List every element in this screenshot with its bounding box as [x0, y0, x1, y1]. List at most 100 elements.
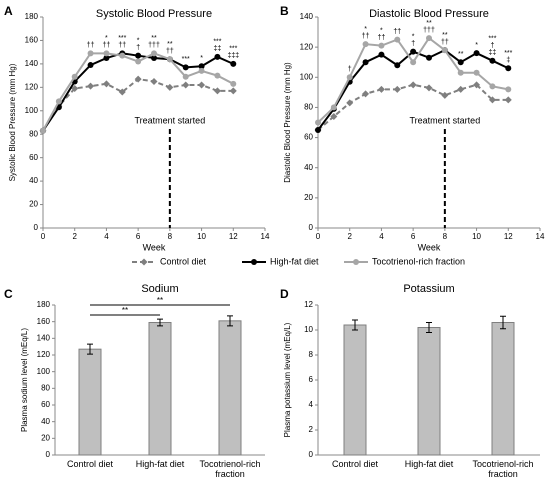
x-tick-label-box: Tocotrienol-rich fraction [472, 459, 534, 479]
bar [218, 320, 242, 456]
data-point [377, 85, 385, 93]
x-tick-label-box: Control diet [67, 459, 113, 469]
data-point [118, 88, 126, 96]
significance-label: † [348, 66, 352, 73]
data-point [488, 96, 496, 104]
y-tick-label: 0 [34, 223, 39, 232]
data-point [214, 72, 221, 79]
data-point [198, 63, 205, 70]
significance-label: *** [229, 46, 237, 53]
significance-label: * [137, 38, 140, 45]
x-tick-label: 2 [347, 232, 352, 241]
x-axis-label: Week [418, 242, 441, 252]
bar [343, 324, 367, 456]
x-tick-label: Tocotrienol-rich fraction [199, 459, 261, 479]
x-tick-label: 4 [379, 232, 384, 241]
significance-label: †† [166, 48, 174, 55]
y-axis-label: Plasma sodium level (mEq/L) [20, 328, 29, 432]
error-bar [426, 322, 432, 333]
panel-letter: B [280, 4, 289, 18]
data-point [102, 80, 110, 88]
data-point [166, 56, 173, 63]
data-point [489, 57, 496, 64]
chart-title: Potassium [403, 283, 454, 295]
data-point [378, 51, 385, 58]
data-point [198, 67, 205, 74]
error-bar [157, 318, 163, 327]
significance-label: * [200, 55, 203, 62]
x-tick-label: 12 [229, 232, 238, 241]
data-point [150, 77, 158, 85]
y-tick-label: 120 [37, 350, 51, 359]
data-point [182, 73, 189, 80]
data-point [410, 48, 417, 55]
legend-label: High-fat diet [270, 256, 319, 266]
bar [417, 327, 441, 456]
significance-label: ‡ [506, 57, 510, 64]
data-point [473, 81, 481, 89]
legend-label: Tocotrienol-rich fraction [372, 256, 465, 266]
x-tick-label: High-fat diet [135, 459, 185, 469]
x-tick-label: 14 [536, 232, 545, 241]
error-bar [87, 343, 93, 355]
significance-label: ** [458, 51, 464, 58]
x-tick-label: 8 [168, 232, 173, 241]
data-point [103, 55, 110, 62]
data-point [198, 81, 206, 89]
y-tick-label: 8 [309, 350, 314, 359]
significance-label: * [105, 35, 108, 42]
legend-marker [251, 259, 257, 265]
legend-label: Control diet [160, 256, 207, 266]
data-point [410, 59, 417, 66]
y-tick-label: 80 [41, 383, 50, 392]
data-point [330, 112, 338, 120]
panel-letter: A [4, 4, 13, 18]
significance-label: * [475, 42, 478, 49]
comparison-label: ** [122, 306, 128, 315]
y-tick-label: 0 [46, 450, 51, 459]
data-point [457, 85, 465, 93]
y-tick-label: 0 [309, 223, 314, 232]
y-tick-label: 140 [300, 12, 314, 21]
data-point [134, 75, 142, 83]
y-axis-label: Diastolic Blood Pressure (mm Hg) [283, 62, 292, 183]
data-point [315, 127, 321, 134]
data-point [230, 60, 237, 67]
significance-label: ††† [423, 27, 435, 34]
data-point [362, 59, 369, 66]
data-point [409, 81, 417, 89]
data-point [393, 85, 401, 93]
data-point [151, 50, 157, 57]
x-tick-label-box: High-fat diet [135, 459, 185, 469]
x-tick-label: 8 [443, 232, 448, 241]
data-point [182, 64, 189, 71]
y-tick-label: 40 [304, 163, 313, 172]
data-point [151, 55, 157, 62]
x-tick-label-box: Control diet [332, 459, 378, 469]
significance-label: * [412, 34, 415, 41]
significance-label: ** [442, 32, 448, 39]
x-tick-label: 6 [136, 232, 141, 241]
chart-title: Diastolic Blood Pressure [369, 8, 489, 20]
x-tick-label: Tocotrienol-rich fraction [472, 459, 534, 479]
bar [491, 322, 515, 456]
significance-label: * [364, 26, 367, 33]
data-point [330, 104, 337, 111]
x-tick-label: 4 [104, 232, 109, 241]
significance-label: ** [151, 35, 157, 42]
comparison-label: ** [157, 296, 163, 305]
y-tick-label: 6 [309, 375, 314, 384]
x-tick-label: 12 [504, 232, 513, 241]
data-point [505, 65, 512, 72]
y-tick-label: 100 [37, 367, 51, 376]
data-point [457, 59, 464, 66]
y-tick-label: 40 [29, 176, 38, 185]
data-point [473, 69, 480, 76]
significance-label: ** [426, 20, 432, 27]
x-tick-label: 10 [197, 232, 206, 241]
data-point [87, 50, 94, 57]
significance-label: †† [87, 42, 95, 49]
panel-letter: C [4, 287, 13, 301]
chart-title: Systolic Blood Pressure [96, 8, 212, 20]
